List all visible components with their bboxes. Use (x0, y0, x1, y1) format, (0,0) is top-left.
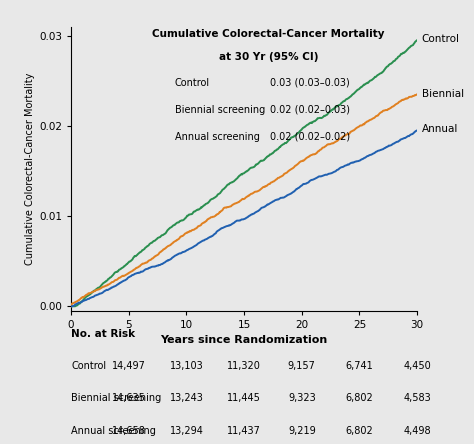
Text: Cumulative Colorectal-Cancer Mortality: Cumulative Colorectal-Cancer Mortality (152, 29, 384, 40)
Text: 6,802: 6,802 (346, 393, 374, 403)
Text: 9,157: 9,157 (288, 361, 316, 371)
Text: Biennial screening: Biennial screening (175, 105, 265, 115)
Text: Control: Control (71, 361, 106, 371)
Text: 0.02 (0.02–0.03): 0.02 (0.02–0.03) (270, 105, 350, 115)
Text: 11,445: 11,445 (227, 393, 261, 403)
Text: Annual: Annual (422, 124, 458, 135)
Text: 13,103: 13,103 (170, 361, 203, 371)
Text: 11,320: 11,320 (227, 361, 261, 371)
X-axis label: Years since Randomization: Years since Randomization (161, 335, 328, 345)
Text: 0.03 (0.03–0.03): 0.03 (0.03–0.03) (270, 78, 350, 88)
Text: 13,294: 13,294 (170, 425, 203, 436)
Text: Biennial: Biennial (422, 89, 464, 99)
Text: Annual screening: Annual screening (71, 425, 156, 436)
Text: 9,219: 9,219 (288, 425, 316, 436)
Text: 4,450: 4,450 (403, 361, 431, 371)
Text: 14,635: 14,635 (112, 393, 146, 403)
Text: Control: Control (422, 34, 460, 44)
Text: No. at Risk: No. at Risk (71, 329, 135, 339)
Text: 6,741: 6,741 (346, 361, 374, 371)
Text: 4,583: 4,583 (403, 393, 431, 403)
Text: 0.02 (0.02–0.02): 0.02 (0.02–0.02) (270, 132, 350, 142)
Text: 11,437: 11,437 (227, 425, 261, 436)
Text: Control: Control (175, 78, 210, 88)
Y-axis label: Cumulative Colorectal-Cancer Mortality: Cumulative Colorectal-Cancer Mortality (25, 72, 35, 265)
Text: 14,658: 14,658 (112, 425, 146, 436)
Text: 13,243: 13,243 (170, 393, 203, 403)
Text: 4,498: 4,498 (403, 425, 431, 436)
Text: 6,802: 6,802 (346, 425, 374, 436)
Text: Biennial screening: Biennial screening (71, 393, 161, 403)
Text: 9,323: 9,323 (288, 393, 316, 403)
Text: 14,497: 14,497 (112, 361, 146, 371)
Text: at 30 Yr (95% CI): at 30 Yr (95% CI) (219, 52, 318, 62)
Text: Annual screening: Annual screening (175, 132, 260, 142)
